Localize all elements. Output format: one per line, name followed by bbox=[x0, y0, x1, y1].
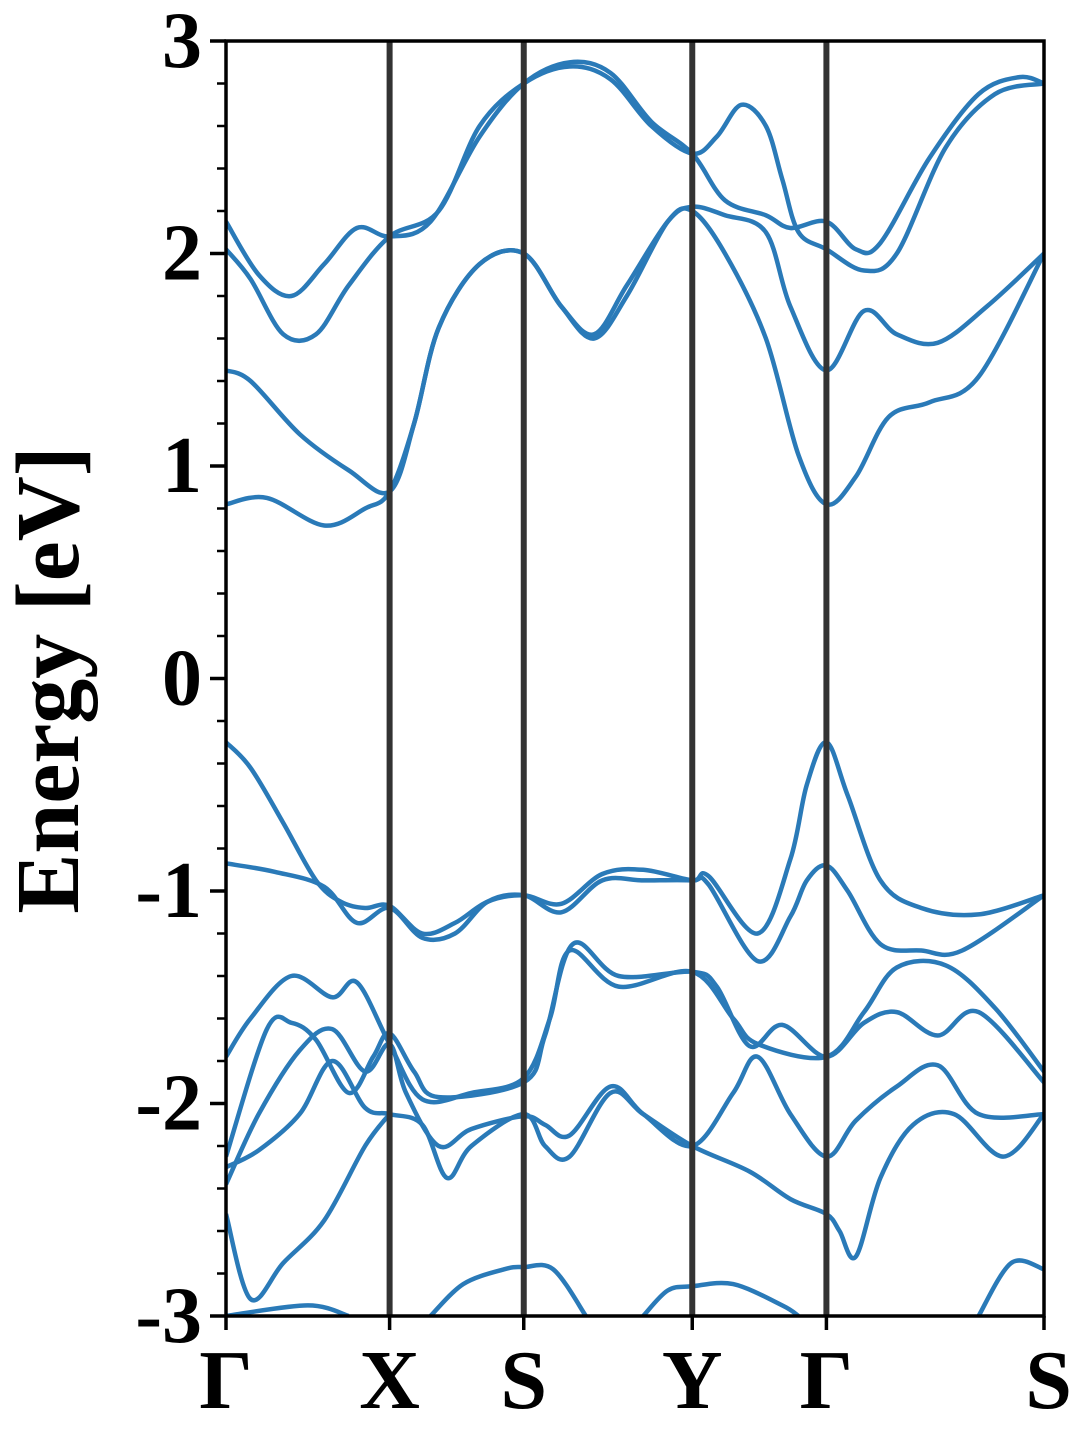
x-tick-label: Γ bbox=[199, 1334, 252, 1427]
band-line-5 bbox=[226, 1026, 1044, 1186]
high-symmetry-separators bbox=[386, 41, 830, 1316]
band-line-8 bbox=[226, 1303, 350, 1316]
band-line-15 bbox=[226, 59, 1044, 299]
band-line-6 bbox=[226, 1058, 1044, 1261]
y-tick-label: -3 bbox=[135, 1272, 202, 1360]
x-tick-label: S bbox=[500, 1334, 547, 1427]
band-line-7 bbox=[226, 1112, 392, 1303]
y-tick-label: -1 bbox=[135, 847, 202, 935]
y-tick-label: -2 bbox=[135, 1060, 202, 1148]
x-tick-label: X bbox=[359, 1334, 420, 1427]
band-line-3 bbox=[226, 947, 1044, 1105]
y-tick-label: 3 bbox=[162, 0, 202, 85]
y-tick-label: 1 bbox=[162, 422, 202, 510]
band-line-4 bbox=[226, 940, 1044, 1158]
band-line-10 bbox=[641, 1280, 800, 1316]
y-tick-label: 2 bbox=[162, 210, 202, 298]
x-tick-label: S bbox=[1025, 1334, 1072, 1427]
y-axis-label: Energy [eV] bbox=[0, 446, 98, 913]
band-line-12 bbox=[226, 206, 1044, 528]
band-line-11 bbox=[976, 1258, 1044, 1316]
band-line-1 bbox=[226, 740, 1044, 937]
y-axis-ticks: 3 2 1 0 -1 -2 -3 bbox=[135, 0, 226, 1360]
band-lines bbox=[226, 59, 1044, 1316]
band-line-9 bbox=[428, 1262, 588, 1316]
x-tick-label: Γ bbox=[800, 1334, 853, 1427]
band-line-2 bbox=[226, 861, 1044, 964]
band-line-13 bbox=[226, 204, 1044, 496]
x-tick-label: Y bbox=[662, 1334, 723, 1427]
y-tick-label: 0 bbox=[162, 635, 202, 723]
band-line-14 bbox=[226, 64, 1044, 344]
